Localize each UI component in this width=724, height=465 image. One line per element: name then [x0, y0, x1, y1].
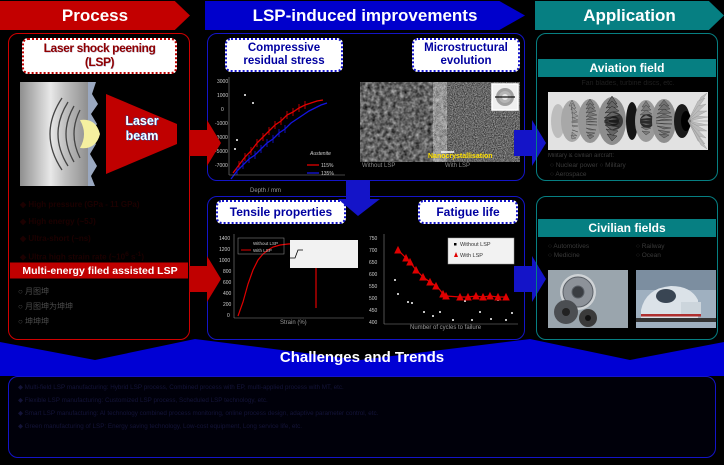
svg-text:450: 450 — [369, 308, 378, 314]
svg-text:Austenite: Austenite — [309, 151, 331, 157]
svg-text:With LSP: With LSP — [253, 248, 272, 253]
svg-text:Without LSP: Without LSP — [460, 242, 491, 248]
svg-text:With LSP: With LSP — [460, 253, 483, 259]
svg-text:400: 400 — [223, 291, 232, 297]
svg-text:800: 800 — [223, 269, 232, 275]
svg-text:200: 200 — [223, 302, 232, 308]
svg-text:Without LSP: Without LSP — [253, 241, 278, 246]
svg-text:700: 700 — [369, 248, 378, 254]
svg-text:3000: 3000 — [217, 79, 228, 85]
svg-text:1000: 1000 — [217, 93, 228, 99]
svg-text:600: 600 — [369, 272, 378, 278]
svg-text:1200: 1200 — [219, 247, 230, 253]
svg-text:0: 0 — [227, 313, 230, 319]
svg-text:550: 550 — [369, 284, 378, 290]
svg-text:750: 750 — [369, 236, 378, 242]
svg-text:135%: 135% — [321, 171, 334, 177]
svg-text:400: 400 — [369, 320, 378, 326]
svg-text:115%: 115% — [321, 163, 334, 169]
svg-text:1400: 1400 — [219, 236, 230, 242]
svg-text:500: 500 — [369, 296, 378, 302]
svg-text:Nanocrystallisation: Nanocrystallisation — [428, 153, 493, 160]
svg-text:0: 0 — [221, 107, 224, 113]
svg-text:650: 650 — [369, 260, 378, 266]
svg-text:600: 600 — [223, 280, 232, 286]
